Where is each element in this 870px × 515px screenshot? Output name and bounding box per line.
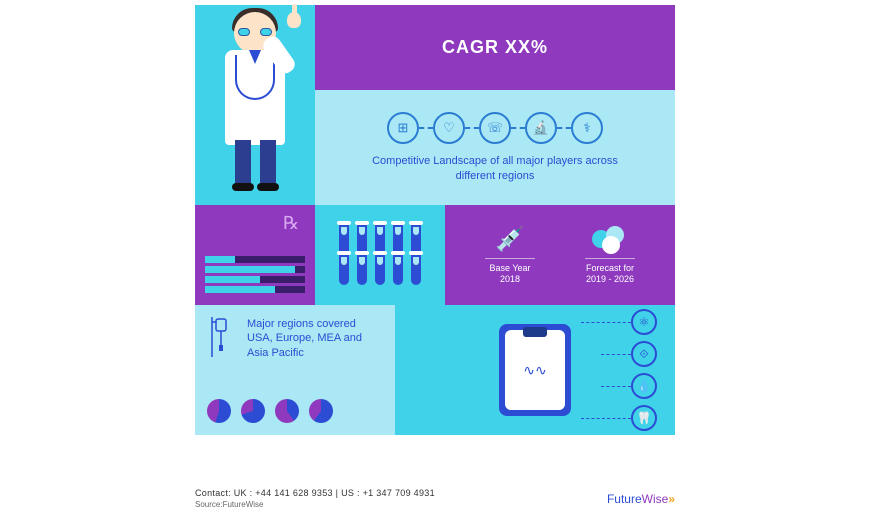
bar-track (205, 276, 305, 283)
infographic-canvas: CAGR XX% ⊞ ♡ ☏ 🔬 ⚕ Competitive Landscape of … (0, 0, 870, 515)
bar-track (205, 286, 305, 293)
droplet-icon: 💧 (631, 373, 657, 399)
forecast-cell: 💉 Base Year2018 Forecast for2019 - 2026 (445, 205, 675, 305)
landscape-cell: ⊞ ♡ ☏ 🔬 ⚕ Competitive Landscape of all major… (315, 90, 675, 205)
iv-drip-icon (207, 317, 237, 364)
bar-chart (205, 256, 305, 293)
clipboard-icon: ∿∿ (505, 330, 565, 410)
contact-block: Contact: UK : +44 141 628 9353 | US : +1… (195, 488, 435, 509)
forecast-item: Forecast for2019 - 2026 (585, 226, 635, 285)
phone-24-icon: ☏ (479, 112, 511, 144)
row-middle: ℞ 💉 Base Year2018 Forecast (195, 205, 675, 305)
pie-chart-icon (241, 399, 265, 423)
landscape-text: Competitive Landscape of all major playe… (365, 154, 625, 183)
bar-fill (205, 256, 235, 263)
syringe-icon: 💉 (495, 225, 525, 254)
pie-chart-icon (275, 399, 299, 423)
dna-icon: ⟐ (631, 341, 657, 367)
tube-row (339, 255, 421, 285)
branch-connector (581, 322, 631, 323)
test-tube-icon (393, 255, 403, 285)
test-tubes-cell (315, 205, 445, 305)
regions-cell: Major regions covered USA, Europe, MEA a… (195, 305, 395, 435)
test-tube-icon (375, 255, 385, 285)
tooth-icon: 🦷 (631, 405, 657, 431)
clipboard-branches: ⚛ ⟐ 💧 🦷 (571, 309, 657, 431)
chain-connector (465, 127, 479, 129)
pie-charts (207, 399, 333, 423)
pills-icon (592, 226, 628, 254)
branch-connector (581, 418, 631, 419)
branch-row: ⟐ (601, 341, 657, 367)
divider (485, 258, 535, 259)
regions-top: Major regions covered USA, Europe, MEA a… (207, 317, 383, 364)
microscope-icon: 🔬 (525, 112, 557, 144)
pie-chart-icon (207, 399, 231, 423)
cagr-title: CAGR XX% (442, 37, 548, 58)
chain-connector (511, 127, 525, 129)
bar-chart-cell: ℞ (195, 205, 315, 305)
landscape-icon-chain: ⊞ ♡ ☏ 🔬 ⚕ (387, 112, 603, 144)
pie-chart-icon (309, 399, 333, 423)
branch-connector (601, 354, 631, 355)
branch-row: 🦷 (581, 405, 657, 431)
mortar-icon: ℞ (283, 213, 305, 235)
test-tube-icon (411, 255, 421, 285)
row-bottom: Major regions covered USA, Europe, MEA a… (195, 305, 675, 435)
brand-logo: FutureWise» (607, 492, 675, 506)
forecast-label: Forecast for2019 - 2026 (586, 263, 634, 285)
branch-connector (601, 386, 631, 387)
test-tube-icon (357, 255, 367, 285)
pulse-icon: ∿∿ (523, 362, 546, 379)
chain-connector (419, 127, 433, 129)
clipboard-cell: ∿∿ ⚛ ⟐ 💧 🦷 (395, 305, 675, 435)
bar-fill (205, 266, 295, 273)
bar-track (205, 266, 305, 273)
medical-kit-icon: ⊞ (387, 112, 419, 144)
bar-track (205, 256, 305, 263)
bar-fill (205, 276, 260, 283)
atom-icon: ⚛ (631, 309, 657, 335)
test-tubes (339, 225, 421, 285)
footer: Contact: UK : +44 141 628 9353 | US : +1… (195, 488, 675, 509)
regions-text: Major regions covered USA, Europe, MEA a… (247, 317, 383, 360)
divider (585, 258, 635, 259)
base-year-item: 💉 Base Year2018 (485, 225, 535, 285)
nurse-icon: ⚕ (571, 112, 603, 144)
test-tube-icon (339, 255, 349, 285)
infographic-grid: CAGR XX% ⊞ ♡ ☏ 🔬 ⚕ Competitive Landscape of … (195, 5, 675, 475)
branch-row: ⚛ (581, 309, 657, 335)
chain-connector (557, 127, 571, 129)
source-text: Source:FutureWise (195, 500, 435, 509)
bar-fill (205, 286, 275, 293)
branch-row: 💧 (601, 373, 657, 399)
doctor-illustration (205, 0, 305, 210)
heart-plus-icon: ♡ (433, 112, 465, 144)
title-cell: CAGR XX% (315, 5, 675, 90)
contact-text: Contact: UK : +44 141 628 9353 | US : +1… (195, 488, 435, 498)
base-year-label: Base Year2018 (489, 263, 530, 285)
